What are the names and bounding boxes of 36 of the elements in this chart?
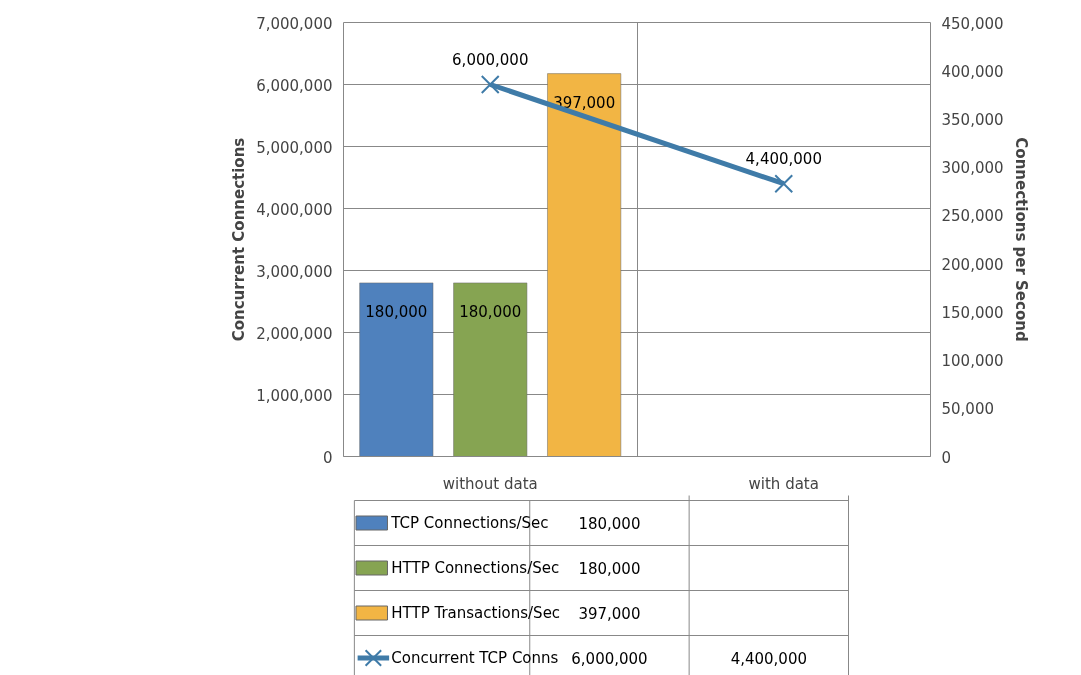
text: 6,000,000 <box>452 50 529 69</box>
y2-tick-label: 450,000 <box>941 14 1004 33</box>
text: 180,000 <box>578 560 641 578</box>
text: 4,400,000 <box>745 149 822 168</box>
y-tick-label: 6,000,000 <box>256 76 333 95</box>
y-tick-label: 4,000,000 <box>256 200 333 219</box>
y2-tick-label: 0 <box>941 448 952 467</box>
y-axis-title: Concurrent Connections <box>230 137 249 342</box>
y2-tick-label: 100,000 <box>941 352 1004 371</box>
x-tick-label: without data <box>442 474 538 493</box>
y2-tick-label: 250,000 <box>941 207 1004 226</box>
data-label: 6,000,000 <box>571 650 648 668</box>
data-label: 180,000 <box>365 302 428 321</box>
y2-tick-label: 350,000 <box>941 110 1004 129</box>
y-tick-label: 1,000,000 <box>256 386 333 405</box>
y-tick-label: 3,000,000 <box>256 262 333 281</box>
y2-tick-label: 400,000 <box>941 62 1004 81</box>
y-tick-label: 0 <box>322 448 333 467</box>
y-tick-label: 2,000,000 <box>256 324 333 343</box>
data-label: 397,000 <box>553 93 616 112</box>
y2-tick-label: 150,000 <box>941 303 1004 322</box>
legend-label: HTTP Transactions/Sec <box>391 604 561 622</box>
legend-label: TCP Connections/Sec <box>390 514 549 532</box>
y-tick-label: 5,000,000 <box>256 138 333 157</box>
y2-tick-label: 200,000 <box>941 255 1004 274</box>
text: 180,000 <box>578 515 641 533</box>
y2-axis-title: Connections per Second <box>1011 137 1030 342</box>
legend-label: Concurrent TCP Conns <box>391 649 559 667</box>
x-tick-label: with data <box>748 474 819 493</box>
y2-tick-label: 50,000 <box>941 400 994 419</box>
data-label: 4,400,000 <box>730 650 807 668</box>
data-label: 180,000 <box>459 302 522 321</box>
text: 397,000 <box>578 605 641 623</box>
legend-label: HTTP Connections/Sec <box>391 559 560 577</box>
y2-tick-label: 300,000 <box>941 159 1004 178</box>
y-tick-label: 7,000,000 <box>256 14 333 33</box>
